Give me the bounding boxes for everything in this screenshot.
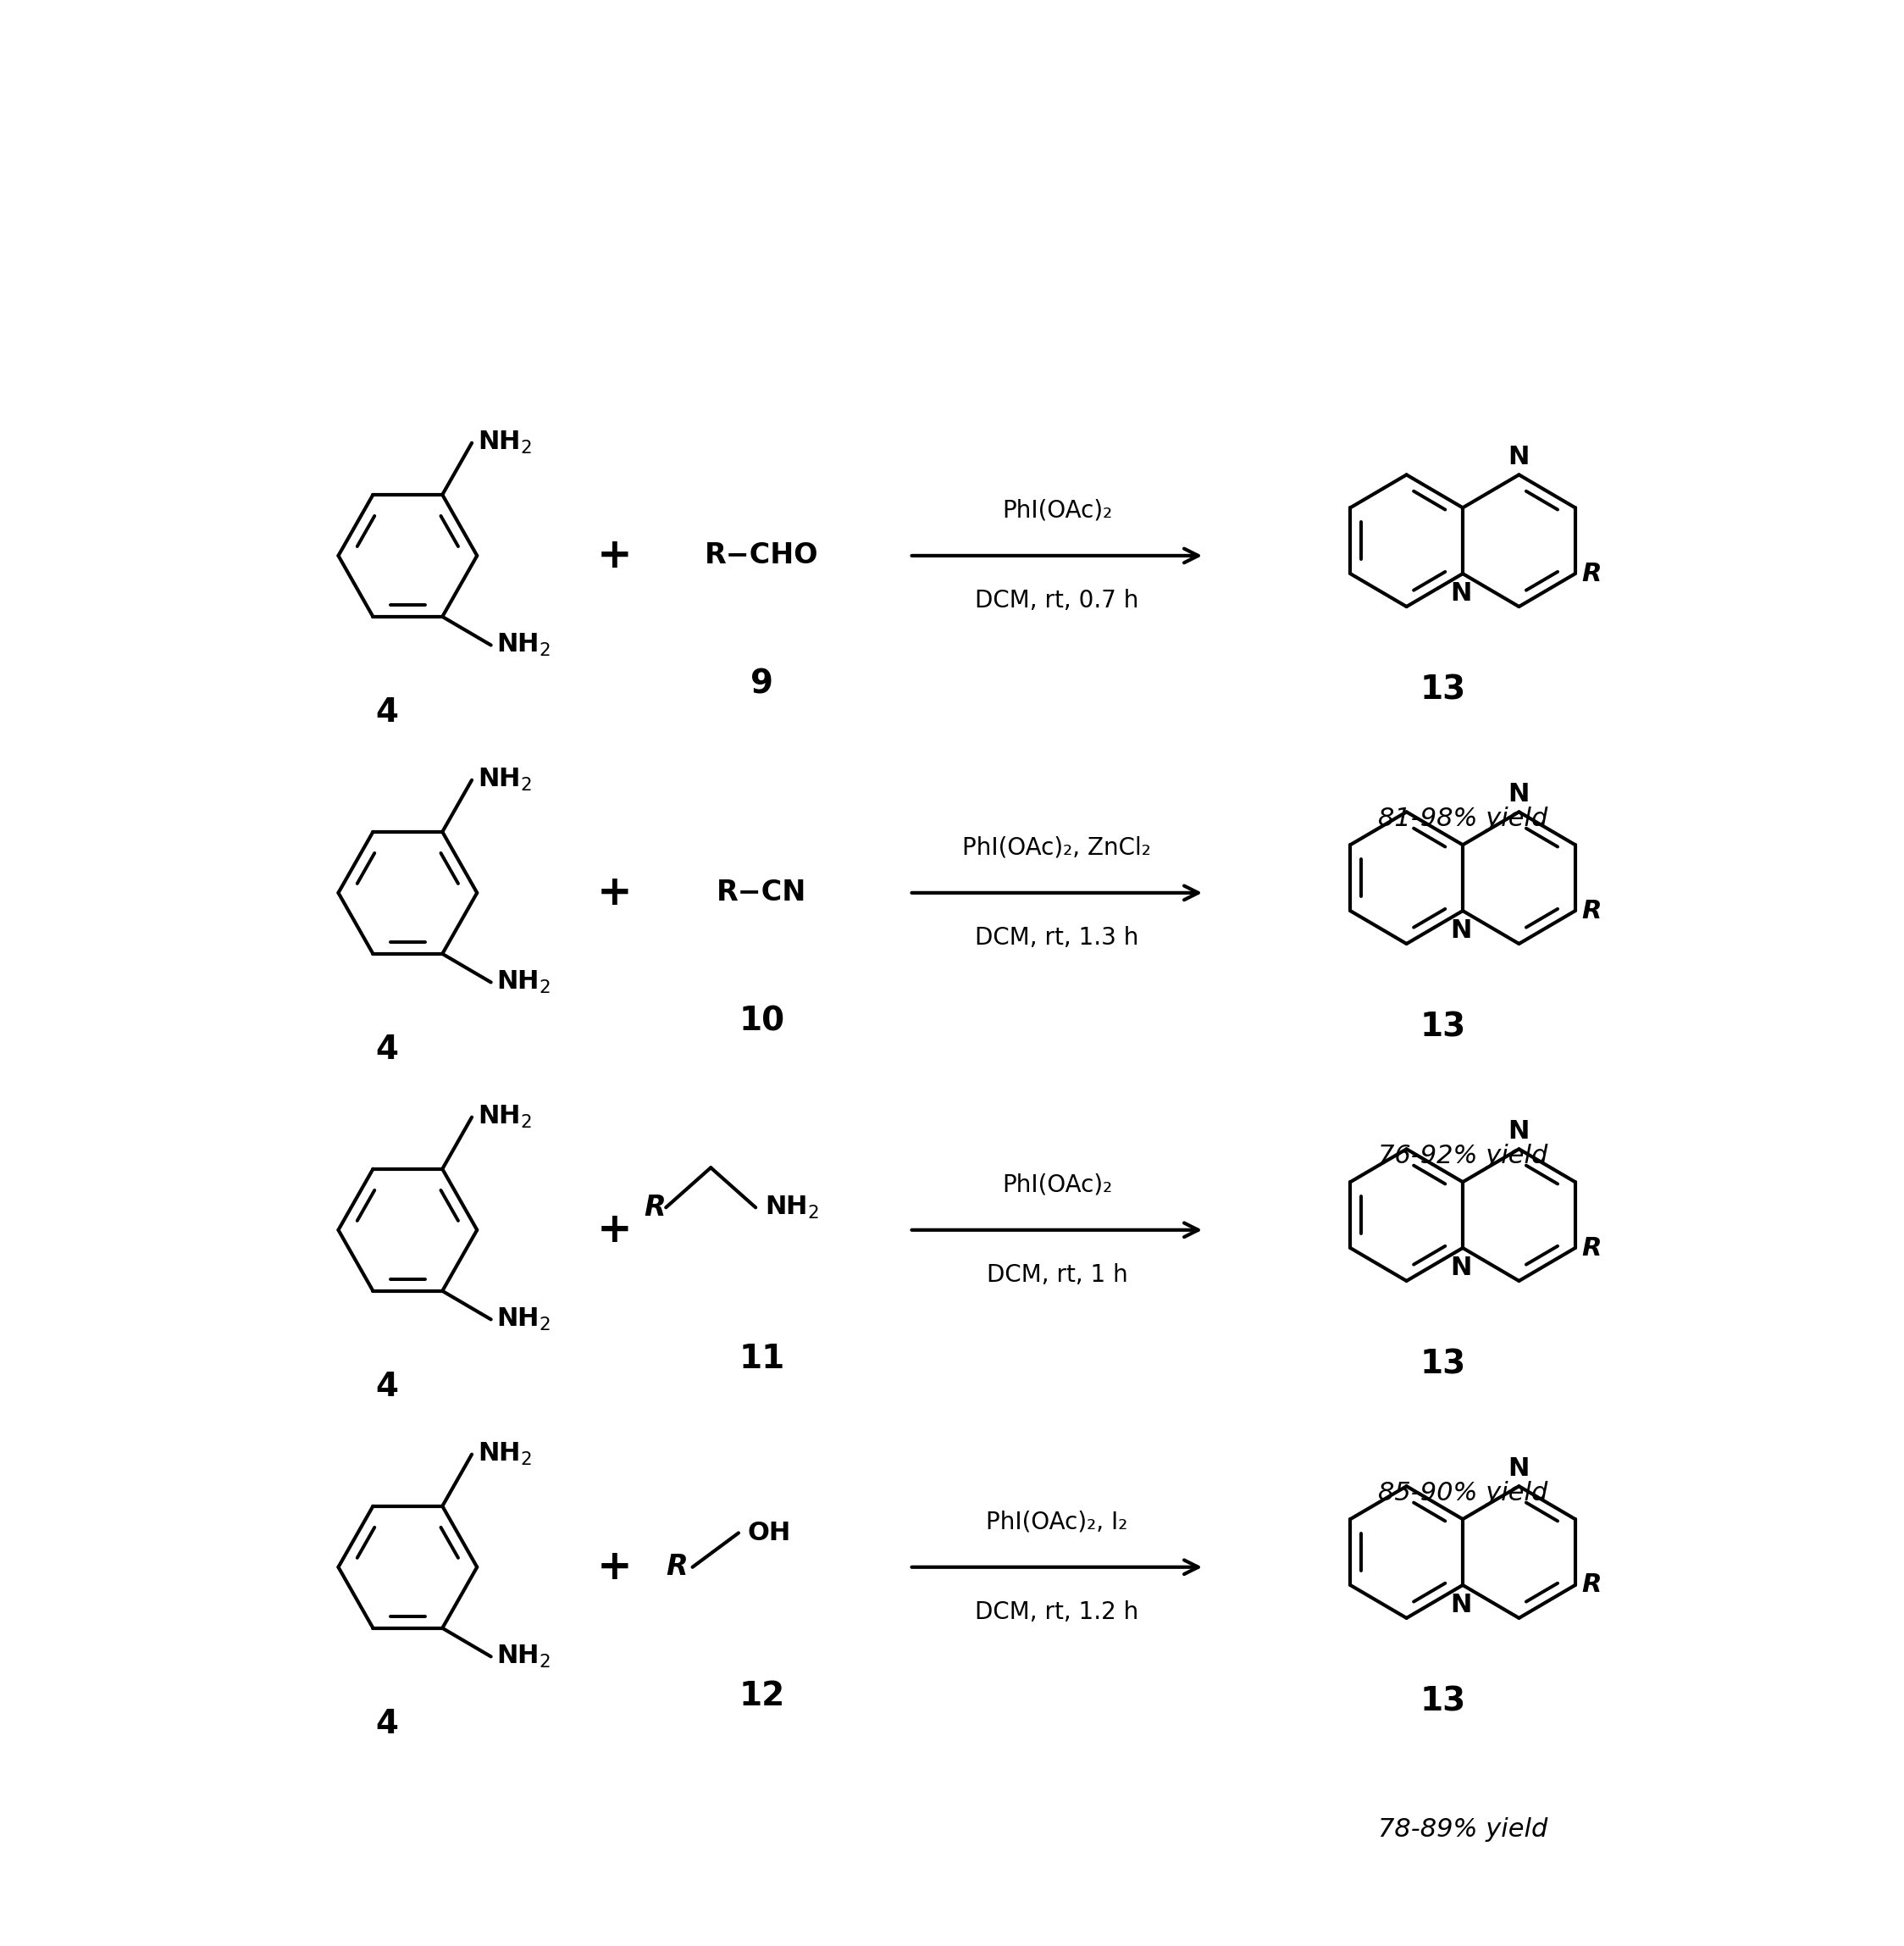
Text: NH$_2$: NH$_2$ [478, 430, 531, 455]
Text: PhI(OAc)₂: PhI(OAc)₂ [1002, 1173, 1112, 1197]
Text: 4: 4 [375, 1709, 398, 1740]
Text: +: + [596, 1547, 632, 1588]
Text: R: R [1582, 1236, 1601, 1261]
Text: 9: 9 [750, 667, 773, 701]
Text: +: + [596, 1210, 632, 1249]
Text: PhI(OAc)₂, I₂: PhI(OAc)₂, I₂ [986, 1510, 1127, 1533]
Text: 78-89% yield: 78-89% yield [1378, 1818, 1548, 1843]
Text: R: R [1582, 899, 1601, 922]
Text: 11: 11 [739, 1343, 784, 1374]
Text: PhI(OAc)₂: PhI(OAc)₂ [1002, 498, 1112, 523]
Text: R−CN: R−CN [716, 880, 807, 907]
Text: NH$_2$: NH$_2$ [478, 767, 531, 794]
Text: 4: 4 [375, 1370, 398, 1403]
Text: N: N [1451, 1594, 1472, 1617]
Text: 10: 10 [739, 1006, 784, 1037]
Text: N: N [1508, 1456, 1529, 1481]
Text: N: N [1451, 919, 1472, 944]
Text: +: + [596, 872, 632, 913]
Text: DCM, rt, 1 h: DCM, rt, 1 h [986, 1263, 1127, 1286]
Text: DCM, rt, 1.2 h: DCM, rt, 1.2 h [975, 1600, 1139, 1623]
Text: NH$_2$: NH$_2$ [478, 1442, 531, 1467]
Text: N: N [1451, 582, 1472, 605]
Text: R: R [1582, 560, 1601, 586]
Text: N: N [1508, 1119, 1529, 1144]
Text: N: N [1451, 1255, 1472, 1280]
Text: NH$_2$: NH$_2$ [497, 969, 550, 996]
Text: R−CHO: R−CHO [704, 541, 819, 570]
Text: DCM, rt, 0.7 h: DCM, rt, 0.7 h [975, 588, 1139, 613]
Text: 4: 4 [375, 697, 398, 728]
Text: 13: 13 [1420, 1349, 1466, 1382]
Text: N: N [1508, 446, 1529, 469]
Text: 76-92% yield: 76-92% yield [1378, 1144, 1548, 1168]
Text: NH$_2$: NH$_2$ [497, 1644, 550, 1670]
Text: 81-98% yield: 81-98% yield [1378, 806, 1548, 831]
Text: +: + [596, 535, 632, 576]
Text: R: R [1582, 1572, 1601, 1598]
Text: 13: 13 [1420, 1685, 1466, 1718]
Text: 13: 13 [1420, 1012, 1466, 1043]
Text: 13: 13 [1420, 675, 1466, 706]
Text: R: R [644, 1193, 666, 1222]
Text: N: N [1508, 782, 1529, 808]
Text: 4: 4 [375, 1033, 398, 1066]
Text: DCM, rt, 1.3 h: DCM, rt, 1.3 h [975, 926, 1139, 950]
Text: 12: 12 [739, 1679, 784, 1712]
Text: R: R [666, 1553, 687, 1580]
Text: 85-90% yield: 85-90% yield [1378, 1481, 1548, 1504]
Text: NH$_2$: NH$_2$ [478, 1103, 531, 1131]
Text: PhI(OAc)₂, ZnCl₂: PhI(OAc)₂, ZnCl₂ [963, 837, 1152, 860]
Text: OH: OH [748, 1520, 790, 1545]
Text: NH$_2$: NH$_2$ [497, 632, 550, 658]
Text: NH$_2$: NH$_2$ [497, 1306, 550, 1333]
Text: NH$_2$: NH$_2$ [765, 1195, 819, 1220]
